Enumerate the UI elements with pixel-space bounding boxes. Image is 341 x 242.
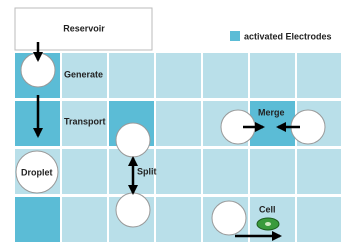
label-cell: Cell (259, 204, 276, 214)
droplet (116, 123, 150, 157)
droplet (212, 201, 246, 235)
electrode (250, 149, 295, 194)
electrode (297, 197, 341, 242)
electrode (203, 53, 248, 98)
electrode (156, 101, 201, 146)
reservoir-label: Reservoir (63, 23, 105, 33)
label-split: Split (137, 166, 157, 176)
label-transport: Transport (64, 116, 106, 126)
droplet (116, 193, 150, 227)
legend-swatch (230, 31, 240, 41)
electrode (297, 149, 341, 194)
electrode (109, 53, 154, 98)
electrode (62, 149, 107, 194)
label-generate: Generate (64, 69, 103, 79)
electrode (250, 53, 295, 98)
cell-nucleus (265, 222, 271, 226)
electrode (156, 149, 201, 194)
electrode (156, 197, 201, 242)
electrode-active (15, 197, 60, 242)
electrode (62, 197, 107, 242)
legend-label: activated Electrodes (244, 31, 332, 41)
label-droplet: Droplet (21, 167, 53, 177)
electrode-grid (15, 53, 341, 242)
label-merge: Merge (258, 107, 285, 117)
electrode (203, 149, 248, 194)
electrode (297, 53, 341, 98)
microfluidic-diagram: Reservoir activated Electrodes Generate … (0, 0, 341, 242)
electrode (156, 53, 201, 98)
